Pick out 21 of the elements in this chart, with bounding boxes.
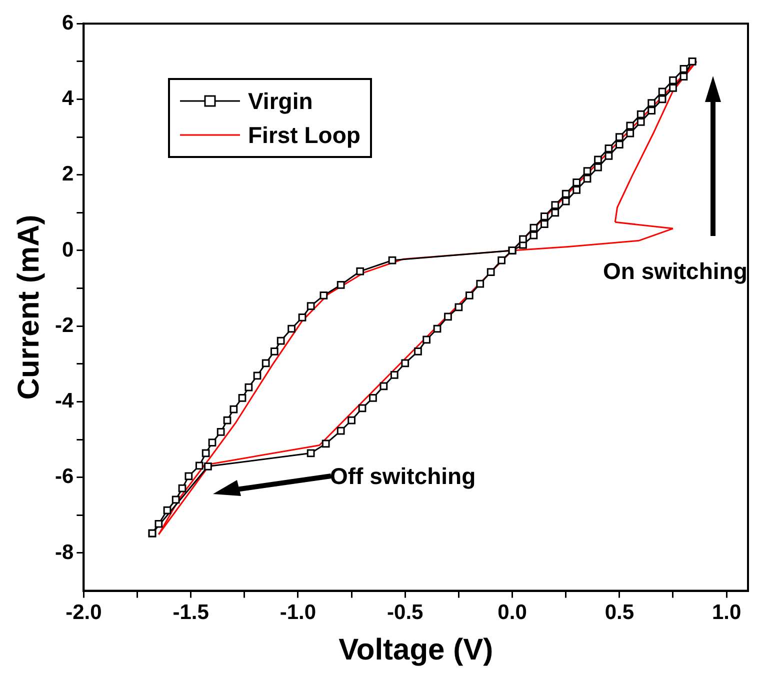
y-tick-label: -2 — [54, 314, 74, 337]
legend-label: First Loop — [248, 122, 360, 148]
x-tick-label: -2.0 — [66, 601, 102, 624]
y-axis-title: Current (mA) — [12, 214, 46, 400]
x-tick-label: -0.5 — [387, 601, 424, 624]
x-tick-label: 0.5 — [604, 601, 634, 624]
y-tick-label: -4 — [54, 390, 74, 413]
x-tick-label: 1.0 — [712, 601, 742, 624]
x-tick-label: -1.0 — [280, 601, 316, 624]
annotation: On switching — [603, 258, 748, 285]
y-tick-label: -6 — [54, 465, 74, 488]
y-tick-label: -8 — [54, 540, 74, 564]
x-tick-label: 0.0 — [498, 601, 527, 624]
x-axis-title: Voltage (V) — [338, 633, 494, 666]
x-tick-label: -1.5 — [172, 601, 210, 624]
y-tick-label: 2 — [62, 162, 74, 186]
y-tick-label: 0 — [62, 238, 74, 262]
legend-label: Virgin — [248, 88, 313, 114]
y-tick-label: 6 — [62, 11, 74, 34]
y-tick-label: 4 — [62, 87, 74, 110]
annotation: Off switching — [330, 463, 476, 490]
